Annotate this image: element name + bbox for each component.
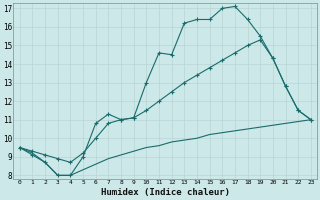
X-axis label: Humidex (Indice chaleur): Humidex (Indice chaleur) [101,188,230,197]
